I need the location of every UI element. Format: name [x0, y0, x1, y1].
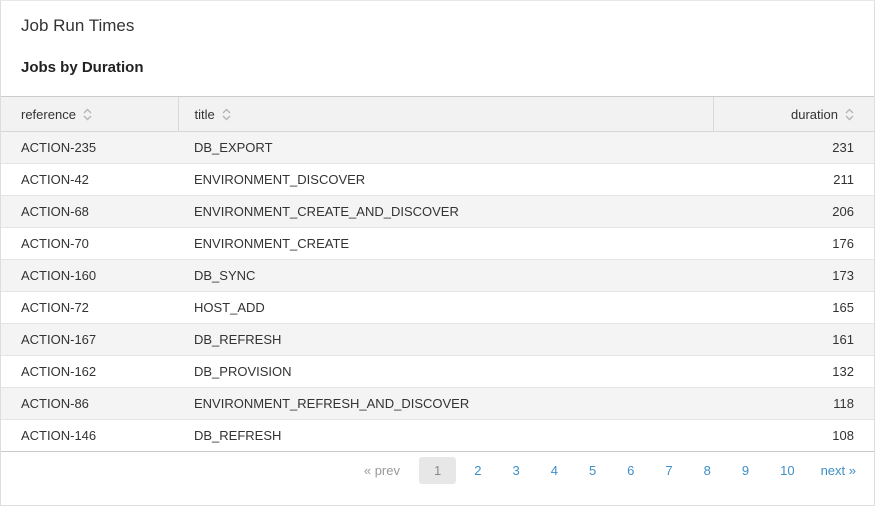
table-row: ACTION-235 DB_EXPORT 231 — [1, 131, 874, 164]
table-row: ACTION-68 ENVIRONMENT_CREATE_AND_DISCOVE… — [1, 195, 874, 228]
column-header-duration[interactable]: duration — [712, 96, 874, 132]
duration-cell: 108 — [713, 419, 874, 452]
reference-cell: ACTION-162 — [1, 355, 178, 388]
title-cell: DB_SYNC — [178, 259, 713, 292]
sort-icon — [83, 108, 92, 121]
reference-cell: ACTION-160 — [1, 259, 178, 292]
table-header-row: reference title — [1, 96, 874, 132]
duration-cell: 118 — [713, 387, 874, 420]
duration-cell: 132 — [713, 355, 874, 388]
pagination-pages: 1 2 3 4 5 6 7 8 9 10 — [419, 457, 808, 484]
column-header-label: title — [194, 106, 215, 122]
pagination-page[interactable]: 2 — [474, 463, 482, 478]
title-cell: ENVIRONMENT_CREATE_AND_DISCOVER — [178, 195, 713, 228]
sort-icon — [222, 108, 231, 121]
duration-cell: 211 — [713, 163, 874, 196]
duration-cell: 161 — [713, 323, 874, 356]
section-title: Jobs by Duration — [21, 59, 144, 76]
duration-cell: 231 — [832, 140, 854, 155]
table-row: ACTION-86 ENVIRONMENT_REFRESH_AND_DISCOV… — [1, 387, 874, 420]
pagination-page[interactable]: 3 — [512, 463, 520, 478]
reference-cell: ACTION-146 — [1, 419, 178, 452]
column-header-reference[interactable]: reference — [1, 96, 178, 132]
title-cell: DB_EXPORT — [194, 140, 273, 155]
reference-cell: ACTION-86 — [1, 387, 178, 420]
table-row: ACTION-42 ENVIRONMENT_DISCOVER 211 — [1, 163, 874, 196]
pagination-page[interactable]: 1 — [419, 457, 457, 484]
pagination-page[interactable]: 4 — [550, 463, 558, 478]
reference-cell: ACTION-235 — [21, 140, 97, 155]
pagination-page[interactable]: 5 — [588, 463, 597, 478]
duration-cell: 176 — [713, 227, 874, 260]
pagination-page[interactable]: 8 — [703, 463, 711, 478]
table-row: ACTION-162 DB_PROVISION 132 — [1, 355, 874, 388]
duration-cell: 165 — [713, 291, 874, 324]
title-cell: DB_REFRESH — [178, 323, 713, 356]
table-row: ACTION-70 ENVIRONMENT_CREATE 176 — [1, 227, 874, 260]
reference-cell: ACTION-167 — [1, 323, 178, 356]
pagination-page[interactable]: 7 — [665, 463, 673, 478]
title-cell: ENVIRONMENT_REFRESH_AND_DISCOVER — [178, 387, 713, 420]
column-header-label: duration — [791, 106, 838, 122]
table-row: ACTION-167 DB_REFRESH 161 — [1, 323, 874, 356]
reference-cell: ACTION-68 — [1, 195, 178, 228]
pagination-page[interactable]: 10 — [780, 463, 795, 478]
title-cell: ENVIRONMENT_DISCOVER — [178, 163, 713, 196]
table-row: ACTION-160 DB_SYNC 173 — [1, 259, 874, 292]
pagination-next[interactable]: next » — [820, 463, 856, 478]
duration-cell: 206 — [713, 195, 874, 228]
column-header-label: reference — [21, 106, 76, 122]
pagination-page[interactable]: 9 — [741, 463, 750, 478]
table-row: ACTION-72 HOST_ADD 165 — [1, 291, 874, 324]
sort-icon — [845, 108, 854, 121]
jobs-table: reference title — [1, 96, 874, 452]
page-title: Job Run Times — [21, 16, 135, 35]
duration-cell: 173 — [713, 259, 874, 292]
table-row: ACTION-146 DB_REFRESH 108 — [1, 419, 874, 452]
reference-cell: ACTION-70 — [1, 227, 178, 260]
title-cell: ENVIRONMENT_CREATE — [178, 227, 713, 260]
pagination-prev[interactable]: « prev — [363, 463, 400, 478]
table-body: ACTION-235 DB_EXPORT 231 ACTION-42 ENVIR… — [1, 131, 874, 452]
title-cell: DB_PROVISION — [178, 355, 713, 388]
pagination-page[interactable]: 6 — [627, 463, 635, 478]
reference-cell: ACTION-72 — [1, 291, 178, 324]
title-cell: DB_REFRESH — [178, 419, 713, 452]
column-header-title[interactable]: title — [177, 96, 713, 132]
reference-cell: ACTION-42 — [1, 163, 178, 196]
pagination: « prev 1 2 3 4 5 6 7 8 9 10 n — [1, 457, 874, 484]
title-cell: HOST_ADD — [178, 291, 713, 324]
